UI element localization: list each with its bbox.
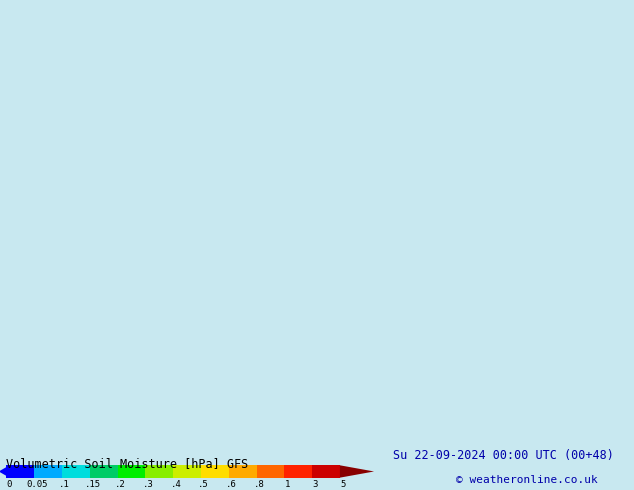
FancyBboxPatch shape: [34, 466, 62, 478]
FancyBboxPatch shape: [145, 466, 173, 478]
FancyBboxPatch shape: [6, 466, 34, 478]
Polygon shape: [0, 466, 10, 478]
FancyBboxPatch shape: [201, 466, 229, 478]
Text: 0.05: 0.05: [26, 480, 48, 489]
Text: .2: .2: [115, 480, 126, 489]
Text: 3: 3: [312, 480, 318, 489]
Text: .1: .1: [60, 480, 70, 489]
Text: .5: .5: [198, 480, 209, 489]
Polygon shape: [340, 466, 374, 478]
FancyBboxPatch shape: [312, 466, 340, 478]
Text: .3: .3: [143, 480, 153, 489]
FancyBboxPatch shape: [173, 466, 201, 478]
FancyBboxPatch shape: [117, 466, 145, 478]
Text: Su 22-09-2024 00:00 UTC (00+48): Su 22-09-2024 00:00 UTC (00+48): [393, 449, 614, 463]
Text: 5: 5: [340, 480, 346, 489]
FancyBboxPatch shape: [257, 466, 284, 478]
FancyBboxPatch shape: [90, 466, 117, 478]
Text: © weatheronline.co.uk: © weatheronline.co.uk: [456, 474, 598, 485]
Text: .4: .4: [171, 480, 181, 489]
Text: .6: .6: [226, 480, 237, 489]
Text: .15: .15: [84, 480, 101, 489]
FancyBboxPatch shape: [62, 466, 90, 478]
Text: 1: 1: [285, 480, 290, 489]
FancyBboxPatch shape: [284, 466, 312, 478]
Text: Volumetric Soil Moisture [hPa] GFS: Volumetric Soil Moisture [hPa] GFS: [6, 457, 249, 470]
Text: .8: .8: [254, 480, 264, 489]
Text: 0: 0: [6, 480, 12, 489]
FancyBboxPatch shape: [229, 466, 257, 478]
